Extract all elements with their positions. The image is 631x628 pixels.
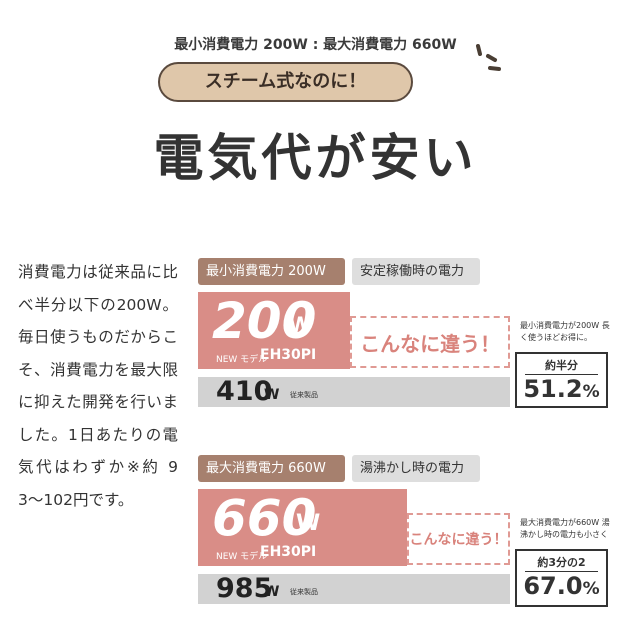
ratio-box: 約3分の2 67.0% — [515, 549, 608, 607]
spec: 最小消費電力 200W : 最大消費電力 660W — [174, 37, 457, 53]
section-label: 最大消費電力 660W — [198, 455, 345, 482]
ratio-label: 約半分 — [525, 358, 598, 375]
old-unit: W — [264, 584, 280, 600]
body-text: 消費電力は従来品に比べ半分以下の200W。毎日使うものだからこそ、消費電力を最大… — [18, 263, 178, 509]
ratio-label: 約3分の2 — [525, 555, 598, 572]
old-bar — [198, 574, 510, 604]
new-unit: W — [288, 314, 313, 339]
ratio: 67.0 — [523, 572, 583, 600]
old-label: 従来製品 — [290, 588, 318, 596]
badge: スチーム式なのに！ — [158, 62, 413, 102]
note: 最小消費電力が200W 長く使うほどお得に。 — [520, 320, 615, 344]
model: EH30PI — [260, 347, 317, 363]
callout: こんなに違う！ — [407, 513, 510, 565]
title: 電気代が安い — [153, 129, 478, 187]
new-value: 200 — [212, 292, 317, 350]
old-value: 410 — [216, 376, 273, 407]
ratio-box: 約半分 51.2% — [515, 352, 608, 408]
old-label: 従来製品 — [290, 391, 318, 399]
ratio-row: 51.2% — [517, 375, 606, 403]
model: EH30PI — [260, 544, 317, 560]
new-unit: W — [296, 511, 321, 536]
old-value: 985 — [216, 573, 273, 604]
note: 最大消費電力が660W 湯沸かし時の電力も小さく — [520, 517, 615, 541]
section-label: 最小消費電力 200W — [198, 258, 345, 285]
ratio-unit: % — [582, 382, 600, 402]
new-value: 660 — [212, 489, 317, 547]
old-bar — [198, 377, 510, 407]
new-tag: NEW モデル — [216, 552, 268, 562]
callout: こんなに違う！ — [350, 316, 510, 368]
new-bar — [198, 489, 408, 566]
old-unit: W — [264, 387, 280, 403]
decoration — [476, 44, 501, 71]
new-bar — [198, 292, 351, 369]
section-sublabel: 湯沸かし時の電力 — [352, 455, 480, 482]
new-tag: NEW モデル — [216, 355, 268, 365]
ratio-row: 67.0% — [517, 572, 606, 600]
ratio: 51.2 — [523, 375, 583, 403]
ratio-unit: % — [582, 579, 600, 599]
section-sublabel: 安定稼働時の電力 — [352, 258, 480, 285]
